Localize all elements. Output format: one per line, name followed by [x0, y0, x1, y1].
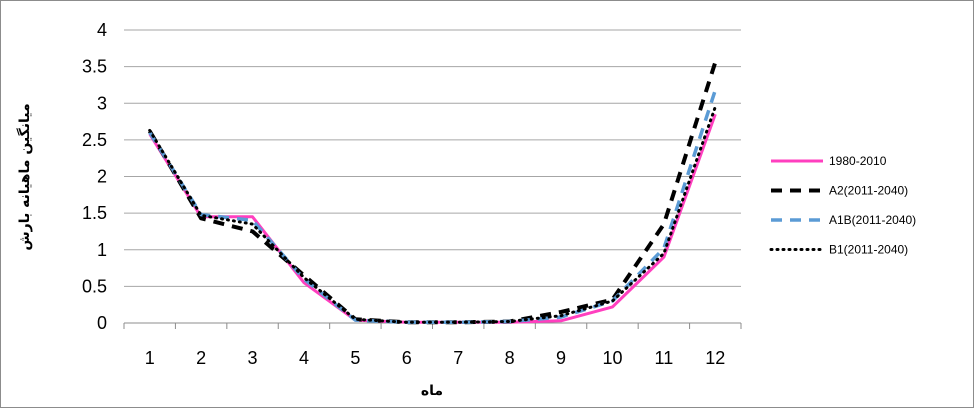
- x-axis-title: ماه: [421, 383, 443, 399]
- y-tick-label: 0: [97, 313, 107, 333]
- y-tick-label: 4: [97, 20, 107, 40]
- y-tick-label: 3.5: [82, 57, 107, 77]
- legend-label-3: A1B(2011-2040): [829, 213, 916, 227]
- series-line-4: [148, 105, 717, 324]
- gridlines: [124, 29, 741, 287]
- x-axis: 1 2 3 4 5 6 7 8 9 10 11 12: [123, 322, 742, 368]
- y-tick-label: 2: [97, 167, 107, 187]
- x-tick-label: 8: [505, 348, 515, 368]
- y-axis-title: میانگین ماهیانه بارش: [16, 103, 33, 250]
- y-tick-label: 1: [97, 240, 107, 260]
- x-tick-label: 5: [350, 348, 360, 368]
- legend-label-1: 1980-2010: [829, 154, 887, 168]
- x-tick-label: 4: [299, 348, 309, 368]
- x-tick-label: 12: [705, 348, 725, 368]
- x-tick-label: 9: [556, 348, 566, 368]
- x-tick-label: 1: [145, 348, 155, 368]
- legend-label-4: B1(2011-2040): [829, 243, 908, 257]
- x-tick-label: 3: [248, 348, 258, 368]
- y-tick-label: 1.5: [82, 203, 107, 223]
- y-tick-labels: 0 0.5 1 1.5 2 2.5 3 3.5 4: [82, 20, 107, 333]
- series-lines: [147, 61, 718, 325]
- series-line-1: [148, 113, 717, 324]
- series-line-3: [148, 89, 717, 325]
- legend-label-2: A2(2011-2040): [829, 184, 908, 198]
- x-tick-label: 11: [655, 348, 674, 368]
- legend: 1980-2010 A2(2011-2040) A1B(2011-2040) B1(2…: [769, 154, 916, 257]
- x-tick-label: 2: [196, 348, 206, 368]
- x-tick-label: 6: [402, 348, 412, 368]
- x-tick-label: 7: [453, 348, 463, 368]
- x-tick-label: 10: [602, 348, 622, 368]
- y-tick-label: 0.5: [82, 276, 107, 296]
- y-tick-label: 2.5: [82, 130, 107, 150]
- y-tick-label: 3: [97, 93, 107, 113]
